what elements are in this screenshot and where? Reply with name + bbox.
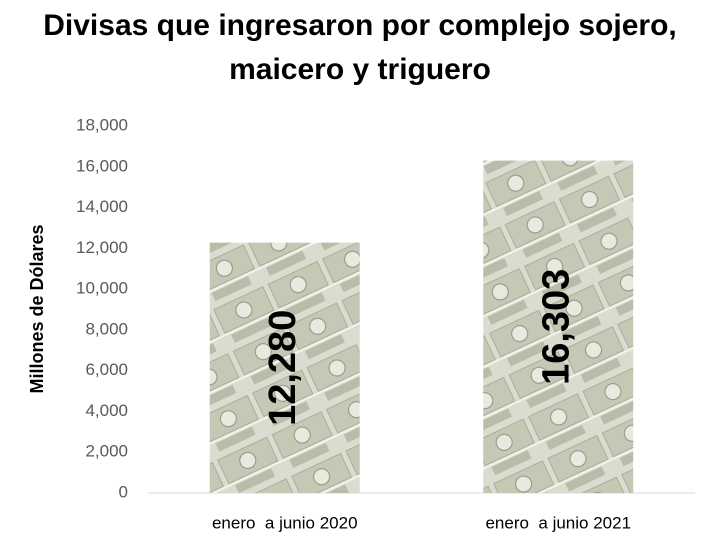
y-tick-label: 6,000 bbox=[85, 360, 128, 379]
y-tick-label: 0 bbox=[119, 482, 128, 501]
bar bbox=[209, 242, 360, 493]
y-axis-label: Millones de Dólares bbox=[27, 224, 47, 393]
y-tick-label: 16,000 bbox=[76, 156, 128, 175]
x-tick-label: enero a junio 2021 bbox=[485, 513, 631, 532]
data-label: 16,303 bbox=[535, 269, 577, 385]
y-tick-label: 10,000 bbox=[76, 279, 128, 298]
y-tick-label: 14,000 bbox=[76, 197, 128, 216]
y-tick-label: 8,000 bbox=[85, 319, 128, 338]
data-label: 12,280 bbox=[262, 310, 304, 426]
y-tick-label: 2,000 bbox=[85, 442, 128, 461]
x-tick-label: enero a junio 2020 bbox=[212, 513, 358, 532]
y-tick-label: 12,000 bbox=[76, 238, 128, 257]
y-tick-label: 4,000 bbox=[85, 401, 128, 420]
chart-title: Divisas que ingresaron por complejo soje… bbox=[43, 9, 677, 86]
bar bbox=[483, 160, 634, 493]
y-tick-label: 18,000 bbox=[76, 115, 128, 134]
